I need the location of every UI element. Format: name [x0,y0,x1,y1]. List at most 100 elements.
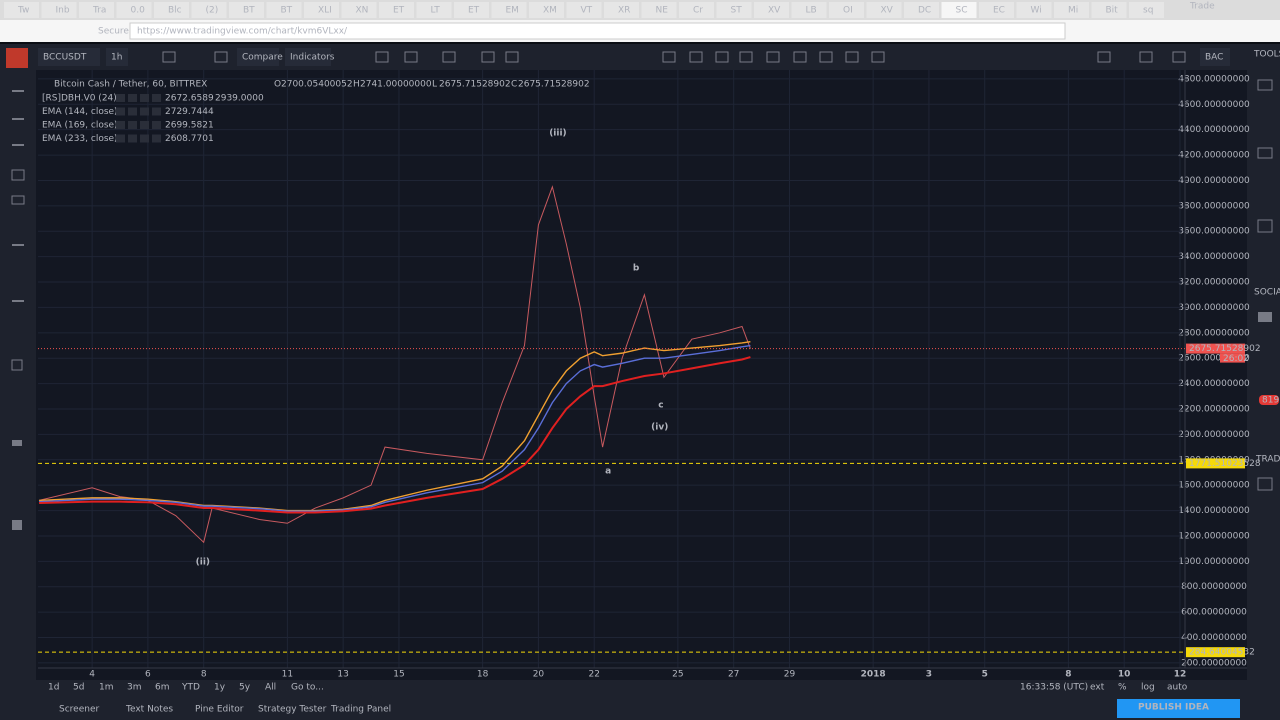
tab-label[interactable]: sq [1143,6,1153,16]
toolbar-icon[interactable] [1097,51,1111,63]
toolbar-label[interactable]: 1h [111,53,122,63]
range-button[interactable]: 5y [239,683,251,693]
range-button[interactable]: 6m [155,683,170,693]
scale-option[interactable]: % [1118,683,1127,693]
range-button[interactable]: All [265,683,276,693]
icon[interactable] [12,118,24,120]
toolbar-label[interactable]: Compare [242,53,283,63]
toolbar-icon[interactable] [505,51,519,63]
toolbar-icon[interactable] [214,51,228,63]
icon[interactable] [1257,219,1273,233]
tab-label[interactable]: LB [806,6,817,16]
scale-option[interactable]: ext [1090,683,1105,693]
browser-tab[interactable] [41,2,77,18]
browser-tab[interactable] [304,2,339,18]
browser-tab[interactable] [491,2,527,18]
toolbar-icon[interactable] [404,51,418,63]
toolbar-icon[interactable] [481,51,495,63]
browser-tab[interactable] [904,2,939,18]
toolbar-label[interactable]: Indicators [290,53,335,63]
panel-tab[interactable]: Text Notes [125,705,173,715]
panel-tab[interactable]: Trading Panel [330,705,391,715]
icon[interactable] [12,90,24,92]
browser-tab[interactable] [266,2,302,18]
toolbar-icon[interactable] [1172,51,1186,63]
range-button[interactable]: 1d [48,683,59,693]
toolbar-icon[interactable] [819,51,833,63]
toolbar-label[interactable]: BAC [1205,53,1223,63]
tab-label[interactable]: Cr [693,6,703,16]
tab-label[interactable]: SC [956,6,968,16]
browser-tab[interactable] [341,2,377,18]
toolbar-button[interactable] [106,48,128,66]
tab-label[interactable]: XLI [318,6,332,16]
icon[interactable] [12,300,24,302]
browser-tab[interactable] [416,2,452,18]
range-button[interactable]: 1m [99,683,114,693]
indicator-control[interactable] [152,94,161,102]
indicator-control[interactable] [140,107,149,116]
icon[interactable] [1257,79,1273,91]
tab-label[interactable]: Mi [1068,6,1078,16]
icon[interactable] [11,359,23,371]
tab-label[interactable]: ET [393,6,405,16]
browser-tab[interactable] [1129,2,1164,18]
tab-label[interactable]: XR [618,6,630,16]
logo[interactable] [6,48,28,68]
range-button[interactable]: YTD [181,683,200,693]
range-button[interactable]: 1y [214,683,226,693]
indicator-control[interactable] [128,134,137,143]
indicator-control[interactable] [128,107,137,116]
tab-label[interactable]: ET [468,6,480,16]
browser-tab[interactable] [4,2,39,18]
browser-tab[interactable] [191,2,227,18]
publish-button[interactable] [1117,699,1240,718]
range-button[interactable]: 3m [127,683,142,693]
tab-label[interactable]: DC [918,6,931,16]
indicator-control[interactable] [152,134,161,143]
browser-tab[interactable] [979,2,1014,18]
tab-label[interactable]: OI [843,6,853,16]
browser-tab[interactable] [829,2,864,18]
indicator-control[interactable] [116,107,125,116]
indicator-control[interactable] [152,121,161,129]
indicator-name[interactable]: [RS]DBH.V0 (24) [42,94,117,104]
indicator-control[interactable] [116,134,125,143]
browser-tab[interactable] [716,2,752,18]
browser-tab[interactable] [229,2,264,18]
range-button[interactable]: 5d [73,683,84,693]
tab-label[interactable]: 0.0 [131,6,146,16]
browser-tab[interactable] [866,2,902,18]
toolbar-icon[interactable] [871,51,885,63]
indicator-name[interactable]: EMA (233, close) [42,134,118,144]
tab-label[interactable]: Tra [92,6,106,16]
indicator-control[interactable] [128,121,137,129]
tab-label[interactable]: Inb [56,6,70,16]
toolbar-icon[interactable] [715,51,729,63]
browser-tab[interactable] [754,2,789,18]
icon[interactable] [11,169,25,181]
icon[interactable] [11,195,25,205]
url-box[interactable] [129,22,1066,40]
toolbar-icon[interactable] [375,51,389,63]
panel-tab[interactable]: Pine Editor [195,705,244,715]
toolbar-icon[interactable] [1139,51,1153,63]
tab-label[interactable]: BT [243,6,255,16]
browser-tab[interactable] [379,2,414,18]
scale-option[interactable]: log [1141,683,1155,693]
tab-label[interactable]: XN [356,6,369,16]
browser-tab[interactable] [116,2,152,18]
tab-label[interactable]: XM [543,6,557,16]
tab-label[interactable]: ST [731,6,743,16]
indicator-control[interactable] [152,107,161,116]
tab-label[interactable]: LT [431,6,441,16]
browser-tab[interactable] [1016,2,1052,18]
browser-tab[interactable] [454,2,489,18]
tab-label[interactable]: EM [506,6,519,16]
url[interactable]: https://www.tradingview.com/chart/kvm6VL… [137,27,348,37]
indicator-control[interactable] [140,134,149,143]
indicator-control[interactable] [116,94,125,102]
browser-tab[interactable] [529,2,564,18]
browser-tab[interactable] [79,2,114,18]
toolbar-icon[interactable] [662,51,676,63]
